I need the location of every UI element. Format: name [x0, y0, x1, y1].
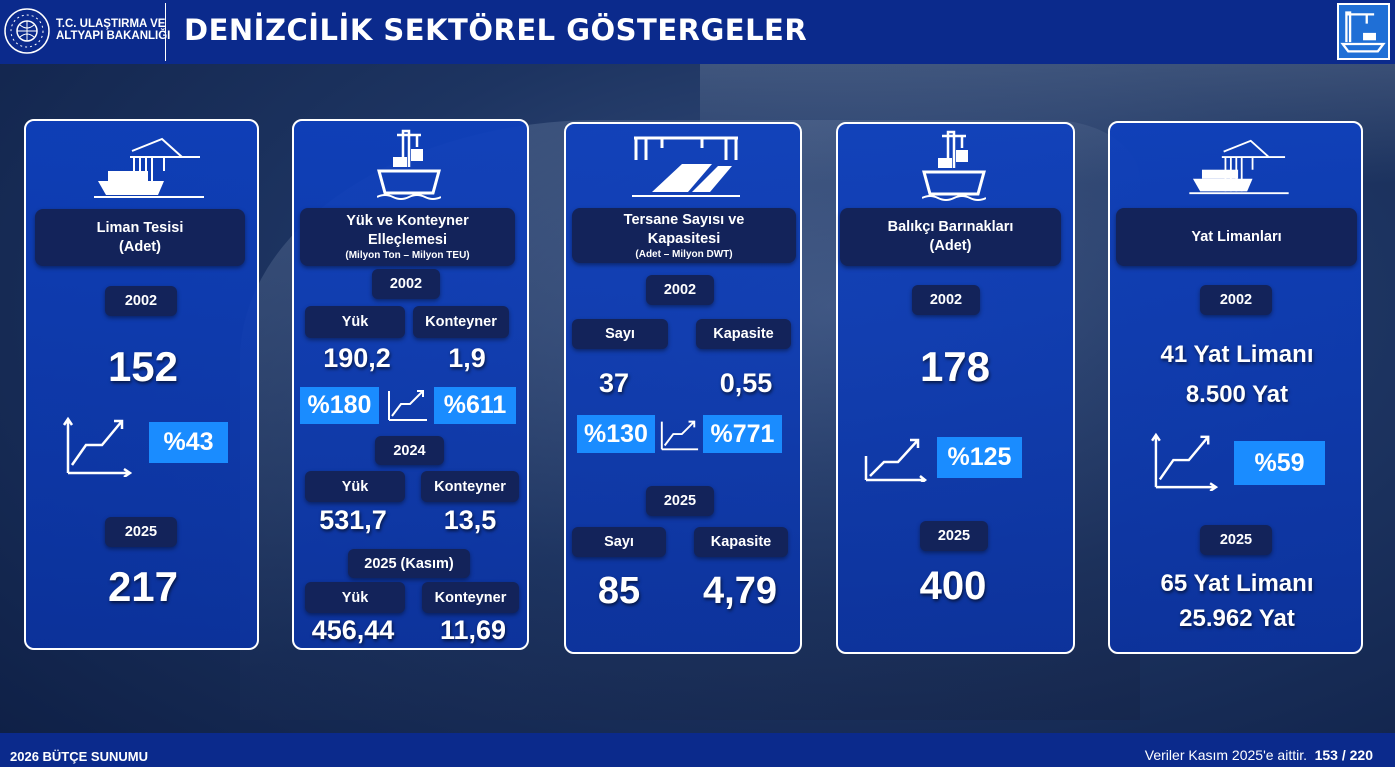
- year-badge: 2002: [105, 286, 177, 316]
- footer-title: 2026 BÜTÇE SUNUMU: [10, 749, 148, 764]
- change-percent: %43: [149, 422, 228, 463]
- card-title: Tersane Sayısı ve: [623, 211, 745, 228]
- card-label: Liman Tesisi (Adet): [35, 209, 245, 266]
- col-yuk-label: Yük: [305, 471, 405, 502]
- card-title: Yat Limanları: [1191, 228, 1282, 245]
- card-yuk-konteyner: Yük ve Konteyner Elleçlemesi (Milyon Ton –…: [292, 119, 529, 650]
- col-konteyner-label: Konteyner: [421, 471, 519, 502]
- growth-chart-icon: [1151, 432, 1219, 491]
- change-yuk: %180: [300, 387, 379, 424]
- value-2002: 178: [919, 343, 991, 390]
- year-badge: 2024: [375, 436, 444, 465]
- konteyner-2024: 13,5: [443, 505, 497, 535]
- cargo-ship-crane-icon: [377, 129, 441, 200]
- col-kapasite-label: Kapasite: [696, 319, 791, 349]
- card-label: Yat Limanları: [1116, 208, 1357, 266]
- year-badge: 2002: [912, 285, 980, 315]
- growth-chart-icon: [62, 416, 132, 477]
- value-2002: 152: [107, 343, 179, 390]
- card-unit: (Adet – Milyon DWT): [635, 248, 733, 260]
- card-label: Balıkçı Barınakları (Adet): [840, 208, 1061, 266]
- ministry-line2: ALTYAPI BAKANLIĞI: [56, 30, 171, 42]
- value-2025: 400: [919, 564, 987, 608]
- change-sayi: %130: [577, 415, 655, 453]
- page-title: DENİZCİLİK SEKTÖREL GÖSTERGELER: [184, 13, 808, 47]
- card-yat-limanlari: Yat Limanları 2002 41 Yat Limanı 8.500 Y…: [1108, 121, 1363, 654]
- growth-chart-icon: [864, 438, 928, 482]
- card-title: Yük ve Konteyner: [346, 213, 469, 229]
- yat-liman-2002: 41 Yat Limanı: [1160, 341, 1314, 368]
- ministry-line1: T.C. ULAŞTIRMA VE: [56, 18, 166, 30]
- card-title-line2: Elleçlemesi: [368, 232, 447, 248]
- konteyner-2025: 11,69: [439, 615, 507, 645]
- page-number: 153 / 220: [1314, 747, 1373, 763]
- yat-liman-2025: 65 Yat Limanı: [1160, 570, 1314, 597]
- footer: 2026 BÜTÇE SUNUMU Veriler Kasım 2025'e a…: [0, 733, 1395, 767]
- ministry-logo-icon: [4, 8, 50, 54]
- year-badge: 2002: [1200, 285, 1272, 315]
- card-title-line2: Kapasitesi: [647, 230, 721, 247]
- col-kapasite-label: Kapasite: [694, 527, 788, 557]
- col-sayi-label: Sayı: [572, 527, 666, 557]
- yuk-2024: 531,7: [319, 505, 387, 535]
- card-title: Liman Tesisi: [96, 219, 184, 236]
- year-badge: 2002: [372, 269, 440, 299]
- year-badge: 2025 (Kasım): [348, 549, 470, 578]
- kapasite-2002: 0,55: [719, 368, 773, 398]
- port-crane-icon: [94, 137, 204, 198]
- change-konteyner: %611: [434, 387, 516, 424]
- sayi-2025: 85: [597, 570, 641, 612]
- shipyard-icon: [632, 136, 740, 197]
- konteyner-2002: 1,9: [448, 343, 486, 373]
- year-badge: 2025: [646, 486, 714, 516]
- year-badge: 2025: [1200, 525, 1272, 555]
- header: T.C. ULAŞTIRMA VE ALTYAPI BAKANLIĞI DENİZ…: [0, 0, 1395, 64]
- card-label: Yük ve Konteyner Elleçlemesi (Milyon Ton –…: [300, 208, 515, 266]
- col-yuk-label: Yük: [305, 582, 405, 613]
- year-badge: 2002: [646, 275, 714, 305]
- card-label: Tersane Sayısı ve Kapasitesi (Adet – Milyo…: [572, 208, 796, 263]
- year-badge: 2025: [920, 521, 988, 551]
- col-yuk-label: Yük: [305, 306, 405, 338]
- card-unit: (Milyon Ton – Milyon TEU): [345, 250, 470, 261]
- kapasite-2025: 4,79: [703, 570, 777, 612]
- change-percent: %59: [1234, 441, 1325, 485]
- card-title: Balıkçı Barınakları: [887, 219, 1014, 235]
- growth-chart-icon: [388, 390, 427, 421]
- port-crane-icon: [1189, 139, 1289, 195]
- yat-sayisi-2002: 8.500 Yat: [1185, 381, 1289, 408]
- yuk-2002: 190,2: [323, 343, 391, 373]
- value-2025: 217: [107, 563, 179, 610]
- col-konteyner-label: Konteyner: [413, 306, 509, 338]
- year-badge: 2025: [105, 517, 177, 547]
- card-tersane: Tersane Sayısı ve Kapasitesi (Adet – Milyo…: [564, 122, 802, 654]
- footer-note: Veriler Kasım 2025'e aittir.: [1144, 747, 1307, 763]
- change-percent: %125: [937, 437, 1022, 478]
- change-kapasite: %771: [703, 415, 782, 453]
- col-sayi-label: Sayı: [572, 319, 668, 349]
- col-konteyner-label: Konteyner: [422, 582, 519, 613]
- port-crane-icon: [1337, 3, 1390, 60]
- header-divider: [165, 3, 166, 61]
- card-liman-tesisi: Liman Tesisi (Adet) 2002 152 %43 2025 217: [24, 119, 259, 650]
- card-subtitle: (Adet): [929, 238, 972, 254]
- yuk-2025: 456,44: [311, 615, 395, 645]
- card-balikci: Balıkçı Barınakları (Adet) 2002 178 %125 …: [836, 122, 1075, 654]
- cargo-ship-crane-icon: [922, 130, 986, 201]
- card-subtitle: (Adet): [119, 238, 161, 255]
- sayi-2002: 37: [598, 368, 630, 398]
- ministry-name: T.C. ULAŞTIRMA VE ALTYAPI BAKANLIĞI: [56, 18, 170, 42]
- growth-chart-icon: [660, 420, 699, 451]
- yat-sayisi-2025: 25.962 Yat: [1179, 605, 1295, 632]
